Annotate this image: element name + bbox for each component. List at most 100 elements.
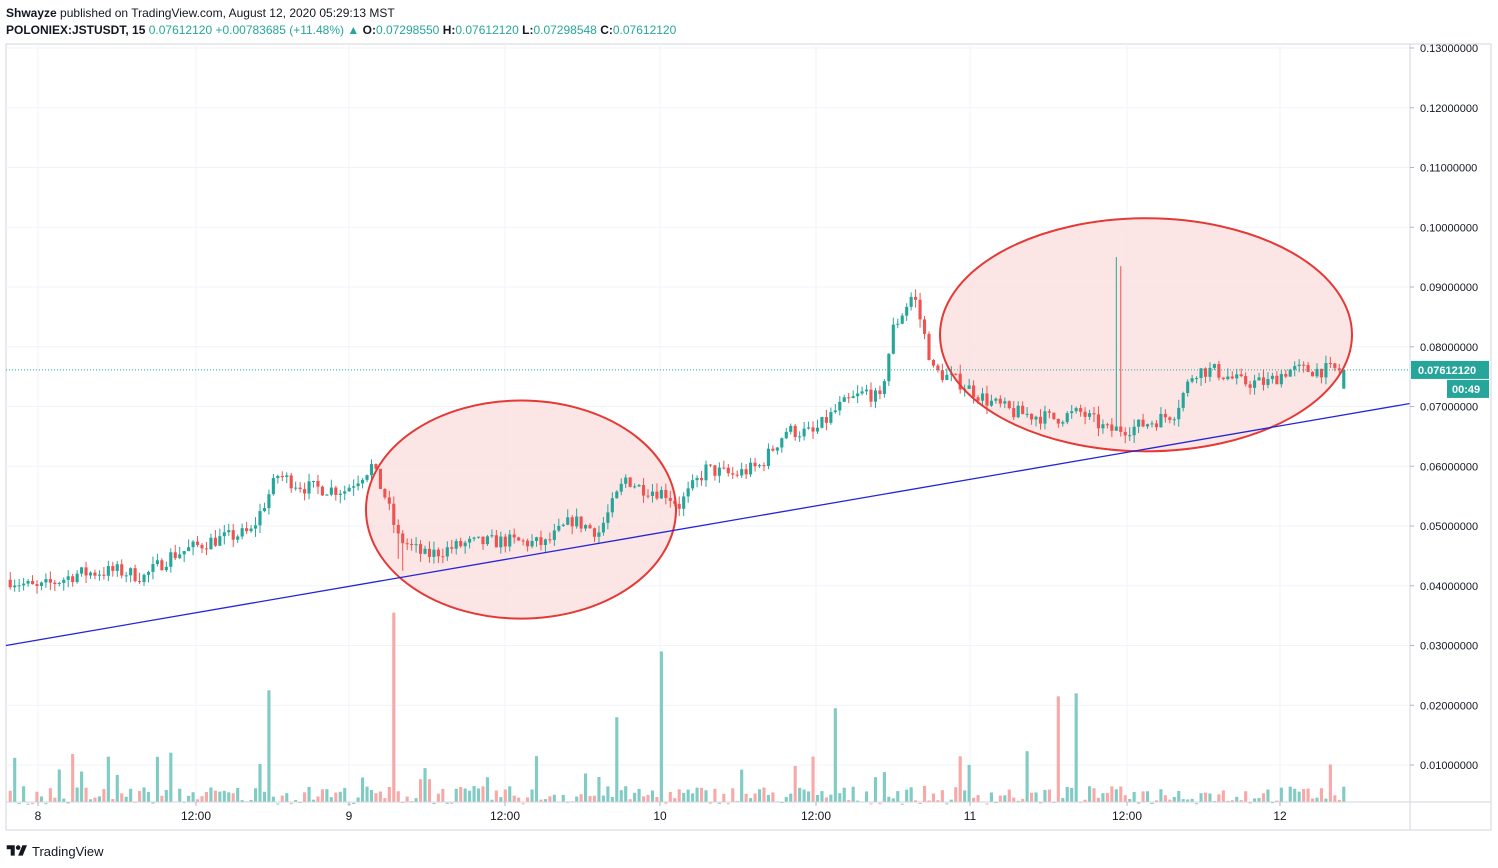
candle-body	[530, 540, 534, 547]
volume-bar	[619, 790, 623, 802]
chart-frame	[5, 43, 1492, 831]
candle-body	[1221, 377, 1225, 380]
candle-body	[410, 544, 414, 546]
candle-body	[1297, 364, 1301, 367]
candle-body	[1168, 417, 1172, 420]
volume-bar	[905, 789, 909, 802]
volume-bar	[338, 791, 342, 802]
volume-bar	[271, 796, 275, 802]
volume-bar	[909, 787, 913, 802]
candle-body	[1319, 368, 1324, 378]
volume-bar	[374, 793, 378, 802]
tradingview-brand[interactable]: TradingView	[32, 843, 104, 859]
volume-bar	[1065, 786, 1069, 802]
symbol-label[interactable]: POLONIEX:JSTUSDT, 15	[6, 23, 146, 37]
volume-bar	[1016, 800, 1020, 802]
volume-bar	[26, 803, 30, 805]
candle-body	[1310, 371, 1315, 377]
drawing-outlines[interactable]	[5, 217, 1411, 647]
close-label: C:	[600, 23, 613, 37]
volume-bar	[66, 802, 70, 804]
candle-body	[976, 397, 980, 401]
volume-bar	[1012, 797, 1016, 802]
candle-body	[22, 583, 26, 586]
volume-bar	[949, 799, 953, 802]
volume-bar	[30, 803, 35, 805]
price-axis[interactable]: 0.13000000 0.12000000 0.11000000 0.10000000…	[1410, 43, 1478, 772]
candle-body	[994, 398, 998, 401]
candle-body	[1288, 369, 1292, 377]
candle-body	[655, 491, 659, 499]
volume-bar	[744, 793, 748, 802]
price-chart[interactable]: 0.13000000 0.12000000 0.11000000 0.10000000…	[0, 40, 1498, 836]
volume-bar	[178, 788, 182, 802]
candle-body	[931, 360, 936, 366]
y-tick-label: 0.01000000	[1420, 760, 1478, 772]
candle-body	[1030, 413, 1034, 420]
volume-bar	[887, 796, 891, 802]
volume-bar	[1007, 789, 1011, 802]
publisher-name[interactable]: Shwayze	[6, 6, 57, 20]
candle-body	[35, 584, 39, 586]
candle-body	[378, 468, 382, 489]
volume-bar	[900, 803, 904, 805]
volume-bar	[659, 651, 663, 802]
volume-bar	[39, 796, 44, 802]
candle-body	[668, 498, 672, 501]
candle-body	[39, 582, 44, 586]
volume-bar	[1275, 800, 1279, 802]
candle-body	[1217, 364, 1221, 378]
volume-bar	[534, 756, 539, 802]
candle-body	[1038, 416, 1043, 424]
candle-body	[526, 540, 530, 547]
candle-body	[1110, 424, 1114, 431]
volume-bar	[303, 792, 307, 802]
volume-bar	[914, 800, 918, 802]
volume-bar	[138, 791, 142, 802]
candle-body	[1257, 377, 1261, 381]
volume-bar	[1221, 790, 1225, 802]
volume-bar	[927, 800, 931, 802]
y-tick-label: 0.12000000	[1420, 103, 1478, 115]
volume-bar	[57, 769, 61, 802]
candle-body	[151, 564, 155, 572]
volume-bar	[931, 793, 936, 802]
volume-bar	[802, 789, 806, 802]
y-tick-label: 0.08000000	[1420, 342, 1478, 354]
candle-body	[1190, 378, 1194, 382]
tradingview-logo-icon[interactable]	[6, 843, 28, 859]
candle-body	[1070, 411, 1074, 414]
volume-bar	[646, 794, 650, 802]
volume-bar	[258, 763, 262, 802]
volume-bar	[454, 788, 458, 802]
candle-body	[744, 469, 748, 475]
low-label: L:	[522, 23, 534, 37]
time-axis[interactable]: 8 12:00 9 12:00 10 12:00 11 12:00 12	[35, 802, 1287, 823]
candle-body	[44, 579, 48, 583]
candle-body	[1141, 419, 1145, 427]
candle-body	[735, 474, 739, 476]
volume-bar	[8, 790, 12, 802]
candle-body	[882, 381, 886, 394]
volume-bar	[427, 779, 432, 802]
volume-bar	[633, 792, 637, 802]
y-tick-label: 0.06000000	[1420, 461, 1478, 473]
candle-body	[1025, 413, 1029, 415]
candle-body	[601, 522, 605, 533]
volume-bar	[682, 792, 686, 802]
candle-body	[762, 465, 766, 467]
candle-body	[204, 548, 209, 550]
candle-body	[784, 431, 788, 439]
volume-bar	[615, 717, 619, 802]
candle-body	[1119, 426, 1123, 432]
candle-body	[873, 390, 878, 402]
volume-bar	[601, 795, 605, 802]
volume-bar	[494, 790, 498, 802]
candle-body	[472, 537, 476, 539]
candle-body	[245, 528, 249, 532]
volume-bar	[1168, 799, 1172, 802]
last-price-label-bg	[1411, 360, 1489, 379]
volume-bar	[53, 797, 57, 802]
candle-body	[833, 410, 837, 413]
candle-body	[164, 566, 168, 571]
